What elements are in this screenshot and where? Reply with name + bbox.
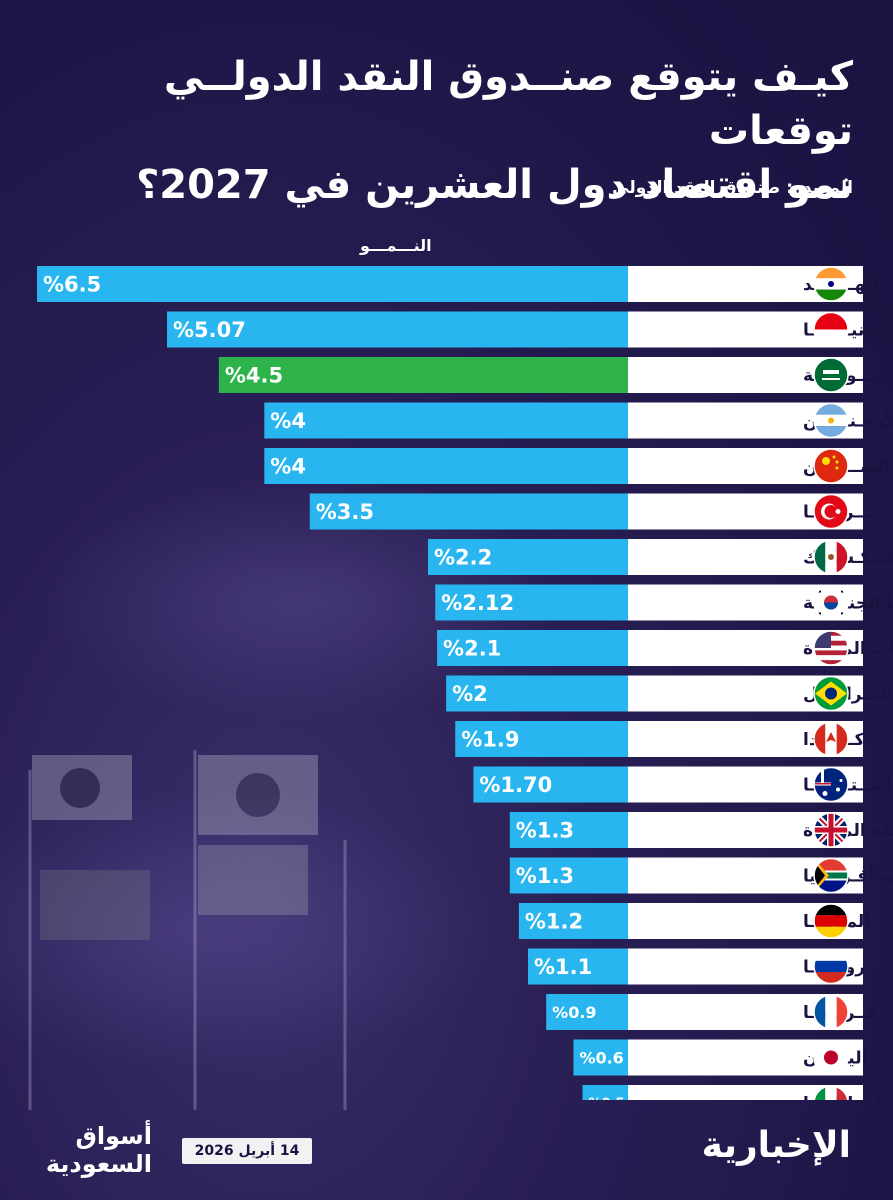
bar-value-label: %1.9 <box>461 728 519 752</box>
bar-row: %0.9فــرنـسـا <box>546 994 878 1030</box>
date-badge: 14 أبريل 2026 <box>182 1138 312 1164</box>
bar <box>518 903 628 939</box>
bar-value-label: %0.5 <box>589 1097 625 1100</box>
bar-row: %0.5إيـطـالـيـا <box>582 1085 881 1100</box>
uk-flag-icon <box>813 812 849 848</box>
bar <box>167 311 628 348</box>
bar <box>455 721 628 757</box>
bar-row: %4.5الســعـــوديـــة <box>218 357 893 393</box>
logo-line-2: السعودية <box>45 1150 152 1178</box>
germany-flag-icon <box>813 903 849 939</box>
bar-row: %2.2 المـكـسـيـك <box>427 539 893 575</box>
bar-value-label: %4 <box>270 455 306 479</box>
bar-row: %1.70أســتـراليـا <box>473 766 892 803</box>
bar-value-label: %2 <box>452 682 488 706</box>
bar-row: %1.9كـــنــدا <box>455 721 865 757</box>
italy-flag-icon <box>813 1085 849 1100</box>
argentina-flag-icon <box>813 402 849 439</box>
logo-line-1: أسواق <box>75 1122 152 1150</box>
brand-logo: الإخبارية <box>701 1125 851 1166</box>
turkey-flag-icon <box>813 493 849 530</box>
bar-row: %2.12كوريا الجنوبـيـة <box>435 584 893 621</box>
bar-value-label: %1.1 <box>534 955 592 979</box>
bar <box>527 948 628 985</box>
south-africa-flag-icon <box>813 857 849 894</box>
saudi-flag-icon <box>813 357 849 393</box>
bar <box>435 584 628 621</box>
title-line-1: كيـف يتوقع صنــدوق النقد الدولــي توقعات <box>163 54 853 154</box>
brazil-flag-icon <box>813 675 849 712</box>
bar-row: %6.5الهــنــــد <box>37 266 878 302</box>
bar-value-label: %4 <box>270 409 306 433</box>
bar <box>427 539 628 575</box>
bar-row: %3.5تــركـيــا <box>309 493 872 530</box>
bar <box>309 493 628 530</box>
bar-value-label: %1.3 <box>516 819 574 843</box>
australia-flag-icon <box>813 766 849 803</box>
bar-value-label: %4.5 <box>225 364 283 388</box>
bar <box>573 1039 628 1076</box>
usa-flag-icon <box>813 630 849 666</box>
bar-value-label: %6.5 <box>43 273 101 297</box>
bar-row: %1.3جنوب أفـريـقيا <box>509 857 893 894</box>
bar <box>437 630 628 666</box>
france-flag-icon <box>813 994 849 1030</box>
bar-value-label: %2.1 <box>443 637 501 661</box>
country-label-box <box>628 1085 863 1100</box>
bar-row: %1.3المملكة المتحدة <box>509 812 893 848</box>
russia-flag-icon <box>813 948 849 985</box>
bar-value-label: %0.6 <box>579 1048 623 1067</box>
bar-value-label: %1.3 <box>516 864 574 888</box>
indonesia-flag-icon <box>813 311 849 348</box>
mexico-flag-icon <box>813 539 849 575</box>
bar <box>264 402 628 439</box>
bar <box>509 857 628 894</box>
bar-row: %1.2ألمـانـيـا <box>518 903 870 939</box>
bar <box>473 766 628 803</box>
bar-row: %4الصـــيـــن <box>264 448 889 484</box>
chart-title: كيـف يتوقع صنــدوق النقد الدولــي توقعات… <box>33 50 853 212</box>
bar <box>509 812 628 848</box>
bar <box>264 448 628 484</box>
bar-row: %4 الأرجـنـتـيـن <box>264 402 893 439</box>
aswaq-logo: أسواق السعودية <box>40 1122 152 1178</box>
bar-value-label: %0.9 <box>552 1003 596 1022</box>
bar-row: %1.1روسـيـا <box>527 948 865 985</box>
bar <box>37 266 628 302</box>
bar-value-label: %2.2 <box>434 546 492 570</box>
title-line-2: نمو اقتصاد دول العشرين في 2027؟ <box>136 162 853 208</box>
bar <box>582 1085 628 1100</box>
bar-value-label: %1.70 <box>479 773 552 797</box>
bar-value-label: %5.07 <box>173 318 246 342</box>
japan-flag-icon <box>813 1039 849 1076</box>
canada-flag-icon <box>813 721 849 757</box>
india-flag-icon <box>813 266 849 302</box>
bar-row: %5.07 إنـدونيـسـيـا <box>167 311 893 348</box>
bar-value-label: %1.2 <box>525 910 583 934</box>
bar-row: %2.1الولايات المتحدة <box>437 630 893 666</box>
china-flag-icon <box>813 448 849 484</box>
south-korea-flag-icon <box>813 584 849 621</box>
axis-label: النـــمـــو <box>360 236 432 255</box>
bar-value-label: %2.12 <box>441 591 514 615</box>
bar <box>446 675 628 712</box>
source-note: المصدر: صندوق النقد الدولي <box>612 178 853 198</box>
bar <box>546 994 628 1030</box>
bar-row: %2 البــرازيــل <box>446 675 893 712</box>
bar <box>218 357 628 393</box>
bar-row: %0.6اليـابـان <box>573 1039 867 1076</box>
bar-value-label: %3.5 <box>316 500 374 524</box>
